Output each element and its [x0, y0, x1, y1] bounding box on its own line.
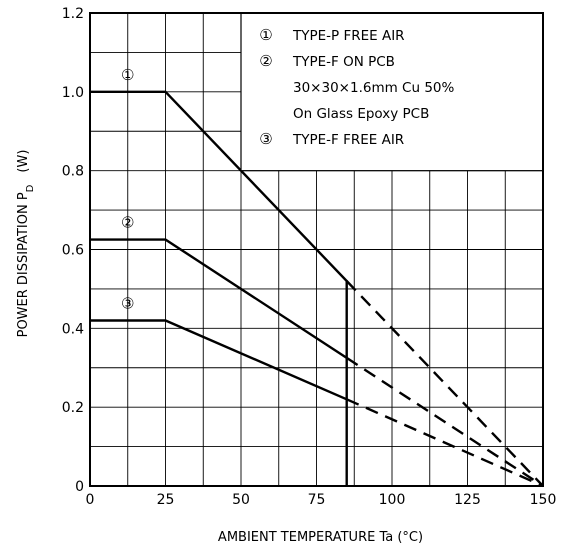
x-axis-label: AMBIENT TEMPERATURE Ta (°C) — [218, 530, 423, 545]
y-tick-label: 0 — [75, 479, 84, 495]
y-tick-label: 0.2 — [62, 400, 84, 416]
series-line-dashed — [346, 398, 544, 488]
legend-marker: ① — [259, 26, 272, 44]
legend-box — [240, 12, 544, 172]
x-tick-label: 50 — [232, 492, 250, 508]
x-tick-label: 0 — [86, 492, 95, 508]
legend-entry-text: TYPE-F FREE AIR — [292, 132, 404, 148]
x-tick-label: 75 — [308, 492, 326, 508]
legend-entry-text: TYPE-F ON PCB — [292, 54, 395, 70]
legend-marker: ② — [259, 52, 272, 70]
series-1: ① — [90, 66, 544, 487]
series-marker-label: ① — [121, 66, 134, 84]
series-marker-label: ③ — [121, 294, 134, 312]
x-tick-labels: 0 25 50 75 100 125 150 — [86, 492, 557, 508]
series-2: ② — [90, 214, 544, 488]
y-tick-label: 0.6 — [62, 243, 84, 259]
x-tick-label: 100 — [379, 492, 406, 508]
x-tick-label: 125 — [454, 492, 481, 508]
y-axis-label-subscript: D — [25, 184, 36, 192]
x-tick-label: 25 — [157, 492, 175, 508]
series-line-solid — [90, 319, 348, 401]
legend-entry-text: TYPE-P FREE AIR — [292, 28, 405, 44]
y-tick-label: 0.8 — [62, 164, 84, 180]
y-axis-label: POWER DISSIPATION PD (W) — [16, 150, 36, 338]
y-axis-label-main: POWER DISSIPATION P — [16, 192, 31, 337]
y-tick-labels: 0 0.2 0.4 0.6 0.8 1.0 1.2 — [62, 6, 84, 495]
y-tick-label: 0.4 — [62, 321, 84, 337]
legend-entry-text: On Glass Epoxy PCB — [293, 106, 429, 122]
legend: ① TYPE-P FREE AIR ② TYPE-F ON PCB 30×30×1.6m… — [240, 12, 544, 172]
plot-frame — [89, 12, 544, 487]
y-axis-label-unit: (W) — [16, 150, 31, 173]
series-line-solid — [90, 238, 348, 359]
series-line-solid — [90, 90, 348, 486]
x-tick-label: 150 — [530, 492, 557, 508]
y-tick-label: 1.2 — [62, 6, 84, 22]
series-line-dashed — [346, 356, 544, 488]
legend-marker: ③ — [259, 130, 272, 148]
series-layer: ① ② ③ — [90, 66, 544, 488]
series-marker-label: ② — [121, 214, 134, 232]
series-3: ③ — [90, 294, 544, 488]
legend-entry-text: 30×30×1.6mm Cu 50% — [293, 80, 454, 96]
series-line-dashed — [345, 280, 544, 487]
y-tick-label: 1.0 — [62, 85, 84, 101]
